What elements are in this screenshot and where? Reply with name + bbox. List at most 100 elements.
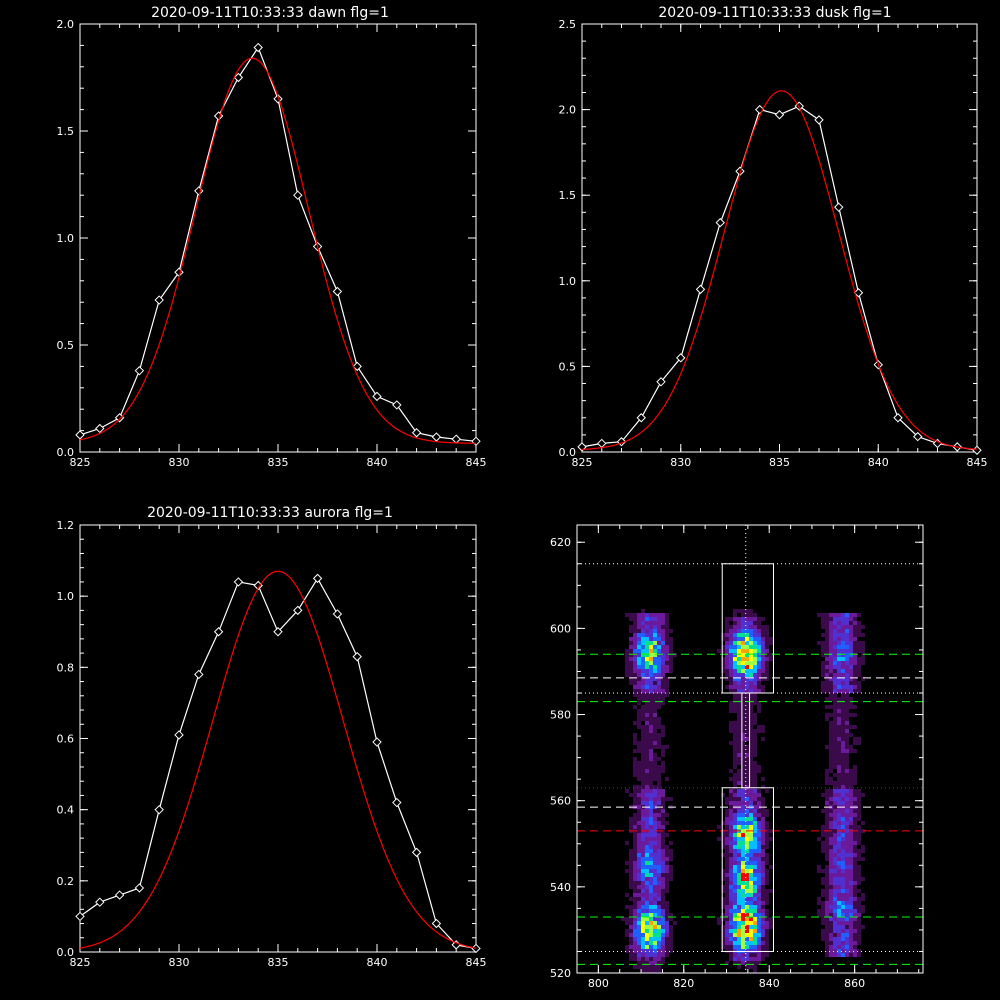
intensity-pixel bbox=[645, 817, 649, 821]
intensity-pixel bbox=[585, 561, 589, 565]
intensity-pixel bbox=[853, 809, 857, 813]
intensity-pixel bbox=[625, 621, 629, 625]
intensity-pixel bbox=[749, 717, 753, 721]
intensity-pixel bbox=[845, 885, 849, 889]
intensity-pixel bbox=[637, 877, 641, 881]
intensity-pixel bbox=[649, 621, 653, 625]
intensity-pixel bbox=[617, 889, 621, 893]
intensity-pixel bbox=[765, 845, 769, 849]
intensity-pixel bbox=[625, 741, 629, 745]
intensity-pixel bbox=[821, 581, 825, 585]
intensity-pixel bbox=[733, 965, 737, 969]
intensity-pixel bbox=[853, 897, 857, 901]
intensity-pixel bbox=[853, 633, 857, 637]
intensity-pixel bbox=[729, 633, 733, 637]
intensity-pixel bbox=[581, 873, 585, 877]
intensity-pixel bbox=[801, 905, 805, 909]
intensity-pixel bbox=[777, 933, 781, 937]
intensity-pixel bbox=[853, 673, 857, 677]
intensity-pixel bbox=[657, 749, 661, 753]
intensity-pixel bbox=[653, 949, 657, 953]
intensity-pixel bbox=[869, 553, 873, 557]
intensity-pixel bbox=[705, 609, 709, 613]
intensity-pixel bbox=[673, 913, 677, 917]
intensity-pixel bbox=[641, 917, 645, 921]
intensity-pixel bbox=[829, 885, 833, 889]
intensity-pixel bbox=[761, 629, 765, 633]
intensity-pixel bbox=[821, 889, 825, 893]
intensity-pixel bbox=[857, 637, 861, 641]
intensity-pixel bbox=[737, 733, 741, 737]
intensity-pixel bbox=[693, 625, 697, 629]
intensity-pixel bbox=[757, 681, 761, 685]
intensity-pixel bbox=[621, 657, 625, 661]
intensity-pixel bbox=[841, 865, 845, 869]
intensity-pixel bbox=[729, 589, 733, 593]
intensity-pixel bbox=[857, 645, 861, 649]
intensity-pixel bbox=[629, 957, 633, 961]
intensity-pixel bbox=[641, 961, 645, 965]
intensity-pixel bbox=[625, 901, 629, 905]
intensity-pixel bbox=[725, 817, 729, 821]
intensity-pixel bbox=[653, 797, 657, 801]
intensity-pixel bbox=[897, 613, 901, 617]
intensity-pixel bbox=[605, 553, 609, 557]
intensity-pixel bbox=[657, 941, 661, 945]
intensity-pixel bbox=[665, 761, 669, 765]
x-tick-label: 840 bbox=[367, 956, 388, 969]
intensity-pixel bbox=[741, 649, 745, 653]
intensity-pixel bbox=[625, 829, 629, 833]
intensity-pixel bbox=[749, 693, 753, 697]
intensity-pixel bbox=[733, 841, 737, 845]
intensity-pixel bbox=[645, 853, 649, 857]
intensity-pixel bbox=[741, 937, 745, 941]
intensity-pixel bbox=[625, 805, 629, 809]
intensity-pixel bbox=[665, 877, 669, 881]
intensity-pixel bbox=[721, 533, 725, 537]
intensity-pixel bbox=[669, 937, 673, 941]
intensity-pixel bbox=[765, 681, 769, 685]
intensity-pixel bbox=[741, 697, 745, 701]
intensity-pixel bbox=[817, 953, 821, 957]
intensity-pixel bbox=[621, 929, 625, 933]
intensity-pixel bbox=[725, 729, 729, 733]
intensity-pixel bbox=[789, 893, 793, 897]
intensity-pixel bbox=[865, 761, 869, 765]
intensity-pixel bbox=[697, 673, 701, 677]
intensity-pixel bbox=[577, 921, 581, 925]
intensity-pixel bbox=[685, 961, 689, 965]
intensity-pixel bbox=[637, 949, 641, 953]
intensity-pixel bbox=[829, 777, 833, 781]
intensity-pixel bbox=[729, 629, 733, 633]
intensity-pixel bbox=[793, 525, 797, 529]
intensity-pixel bbox=[837, 809, 841, 813]
intensity-pixel bbox=[657, 793, 661, 797]
intensity-pixel bbox=[829, 605, 833, 609]
intensity-pixel bbox=[593, 909, 597, 913]
intensity-pixel bbox=[625, 885, 629, 889]
intensity-pixel bbox=[873, 793, 877, 797]
intensity-pixel bbox=[649, 729, 653, 733]
intensity-pixel bbox=[757, 641, 761, 645]
intensity-pixel bbox=[653, 769, 657, 773]
intensity-pixel bbox=[665, 713, 669, 717]
intensity-pixel bbox=[737, 725, 741, 729]
intensity-pixel bbox=[861, 949, 865, 953]
intensity-pixel bbox=[637, 669, 641, 673]
intensity-pixel bbox=[765, 917, 769, 921]
intensity-pixel bbox=[653, 785, 657, 789]
intensity-pixel bbox=[729, 773, 733, 777]
intensity-pixel bbox=[641, 729, 645, 733]
intensity-pixel bbox=[661, 629, 665, 633]
intensity-pixel bbox=[657, 881, 661, 885]
intensity-pixel bbox=[753, 961, 757, 965]
intensity-pixel bbox=[645, 609, 649, 613]
intensity-pixel bbox=[757, 709, 761, 713]
intensity-pixel bbox=[885, 781, 889, 785]
intensity-pixel bbox=[833, 645, 837, 649]
intensity-pixel bbox=[673, 837, 677, 841]
intensity-pixel bbox=[645, 737, 649, 741]
intensity-pixel bbox=[733, 957, 737, 961]
intensity-pixel bbox=[761, 929, 765, 933]
intensity-pixel bbox=[841, 621, 845, 625]
